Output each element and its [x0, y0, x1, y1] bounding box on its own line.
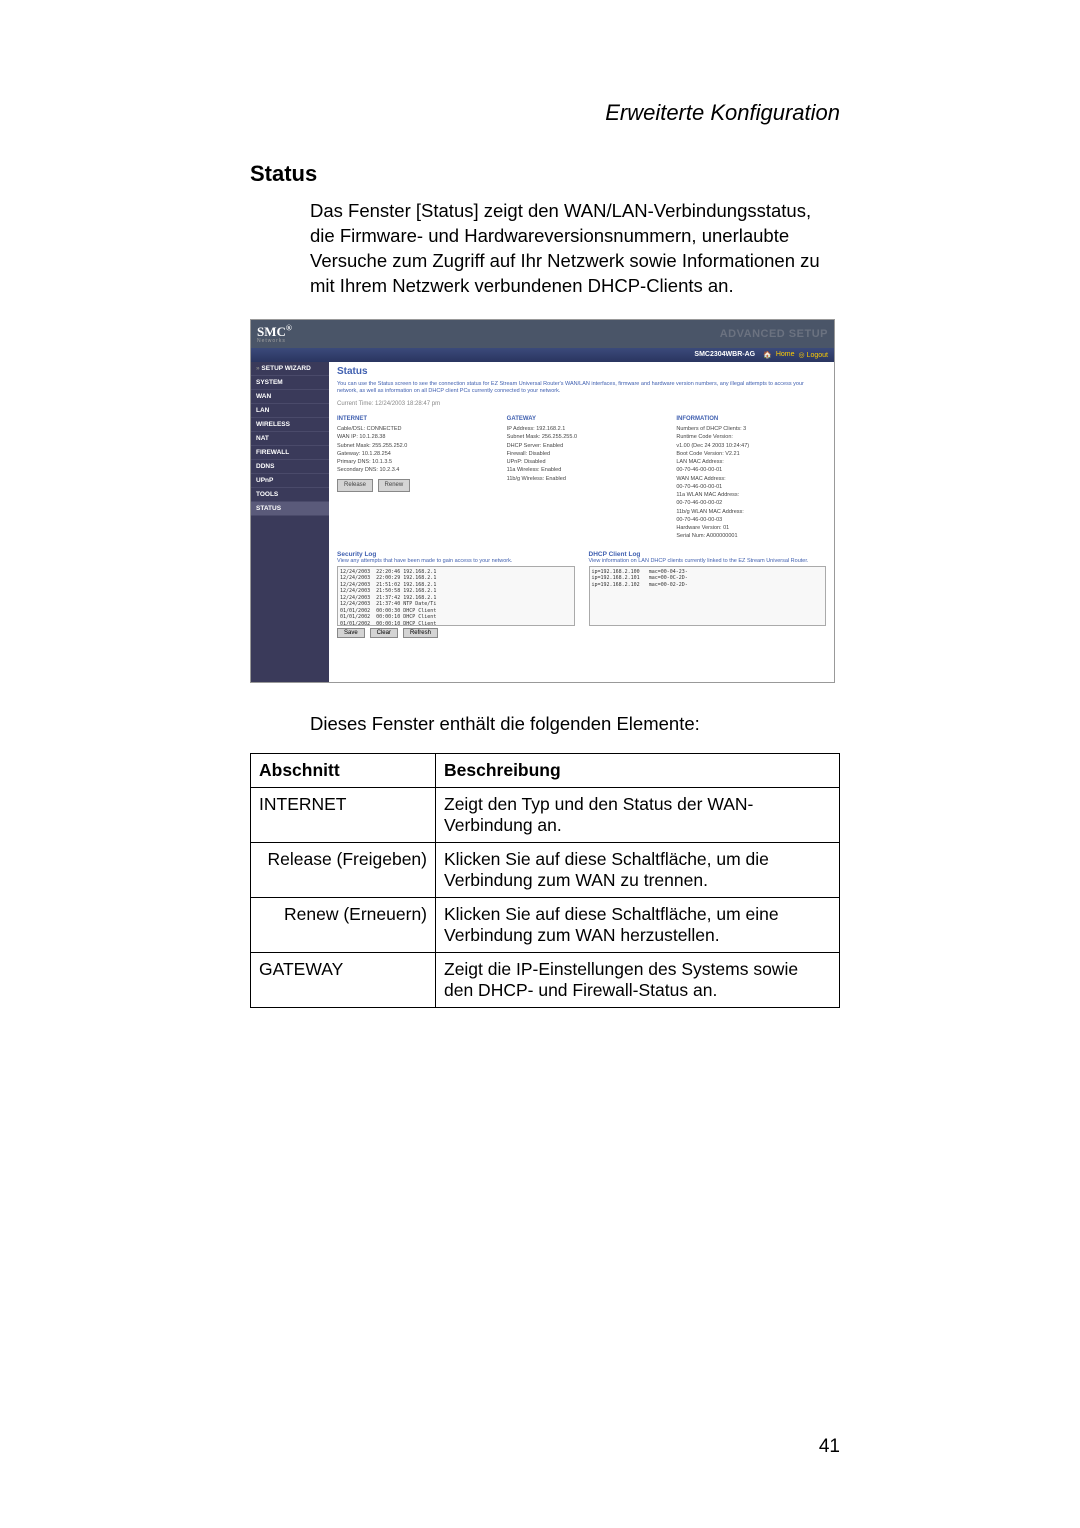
security-log-desc: View any attempts that have been made to…: [337, 558, 575, 564]
table-row: GATEWAY Zeigt die IP-Einstellungen des S…: [251, 952, 840, 1007]
logout-link[interactable]: ◎ Logout: [799, 351, 828, 359]
sidebar-item-wan[interactable]: WAN: [251, 390, 329, 404]
screenshot-sidebar: SETUP WIZARD SYSTEM WAN LAN WIRELESS NAT…: [251, 362, 329, 682]
table-header-section: Abschnitt: [251, 753, 436, 787]
model-label: SMC2304WBR-AG: [694, 351, 755, 358]
security-log: Security Log View any attempts that have…: [337, 551, 575, 638]
release-button[interactable]: Release: [337, 479, 373, 492]
status-description: You can use the Status screen to see the…: [337, 381, 826, 395]
dhcp-log-desc: View information on LAN DHCP clients cur…: [589, 558, 827, 564]
table-header-description: Beschreibung: [436, 753, 840, 787]
information-column: INFORMATION Numbers of DHCP Clients: 3 R…: [676, 415, 826, 541]
status-title: Status: [337, 366, 826, 377]
sidebar-item-upnp[interactable]: UPnP: [251, 474, 329, 488]
screenshot-main: Status You can use the Status screen to …: [329, 362, 834, 682]
current-time: Current Time: 12/24/2003 18:28:47 pm: [337, 401, 826, 407]
dhcp-log-title: DHCP Client Log: [589, 551, 827, 558]
router-status-screenshot: SMC® Networks ADVANCED SETUP SMC2304WBR-…: [250, 319, 835, 683]
page-number: 41: [819, 1436, 840, 1458]
vendor-logo: SMC®: [257, 324, 292, 339]
sidebar-item-lan[interactable]: LAN: [251, 404, 329, 418]
table-row: INTERNET Zeigt den Typ und den Status de…: [251, 787, 840, 842]
sidebar-item-status[interactable]: STATUS: [251, 502, 329, 516]
gateway-title: GATEWAY: [507, 415, 657, 424]
section-title: Status: [250, 161, 840, 187]
information-title: INFORMATION: [676, 415, 826, 424]
security-log-box[interactable]: 12/24/2003 22:20:46 192.168.2.1 12/24/20…: [337, 566, 575, 626]
description-table: Abschnitt Beschreibung INTERNET Zeigt de…: [250, 753, 840, 1008]
gateway-column: GATEWAY IP Address: 192.168.2.1 Subnet M…: [507, 415, 657, 541]
sidebar-item-firewall[interactable]: FIREWALL: [251, 446, 329, 460]
dhcp-log-box[interactable]: ip=192.168.2.100 mac=00-04-23- ip=192.16…: [589, 566, 827, 626]
page-header: Erweiterte Konfiguration: [250, 100, 840, 126]
sidebar-item-nat[interactable]: NAT: [251, 432, 329, 446]
sidebar-item-wireless[interactable]: WIRELESS: [251, 418, 329, 432]
sidebar-item-tools[interactable]: TOOLS: [251, 488, 329, 502]
save-button[interactable]: Save: [337, 628, 365, 638]
table-row: Renew (Erneuern) Klicken Sie auf diese S…: [251, 897, 840, 952]
status-columns: INTERNET Cable/DSL: CONNECTED WAN IP: 10…: [337, 415, 826, 541]
screenshot-header: SMC® Networks ADVANCED SETUP: [251, 320, 834, 348]
renew-button[interactable]: Renew: [378, 479, 411, 492]
internet-title: INTERNET: [337, 415, 487, 424]
table-row: Release (Freigeben) Klicken Sie auf dies…: [251, 842, 840, 897]
logs-row: Security Log View any attempts that have…: [337, 551, 826, 638]
sidebar-item-setup-wizard[interactable]: SETUP WIZARD: [251, 362, 329, 376]
internet-column: INTERNET Cable/DSL: CONNECTED WAN IP: 10…: [337, 415, 487, 541]
body-text: Das Fenster [Status] zeigt den WAN/LAN-V…: [310, 199, 840, 299]
sidebar-item-ddns[interactable]: DDNS: [251, 460, 329, 474]
advanced-setup-label: ADVANCED SETUP: [720, 328, 828, 340]
screenshot-body: SETUP WIZARD SYSTEM WAN LAN WIRELESS NAT…: [251, 362, 834, 682]
security-log-title: Security Log: [337, 551, 575, 558]
dhcp-client-log: DHCP Client Log View information on LAN …: [589, 551, 827, 638]
screenshot-subheader: SMC2304WBR-AG 🏠 Home ◎ Logout: [251, 348, 834, 362]
table-caption: Dieses Fenster enthält die folgenden Ele…: [310, 713, 840, 735]
clear-button[interactable]: Clear: [370, 628, 398, 638]
home-link[interactable]: Home: [776, 351, 795, 358]
home-icon[interactable]: 🏠: [763, 351, 772, 359]
refresh-button[interactable]: Refresh: [403, 628, 438, 638]
sidebar-item-system[interactable]: SYSTEM: [251, 376, 329, 390]
